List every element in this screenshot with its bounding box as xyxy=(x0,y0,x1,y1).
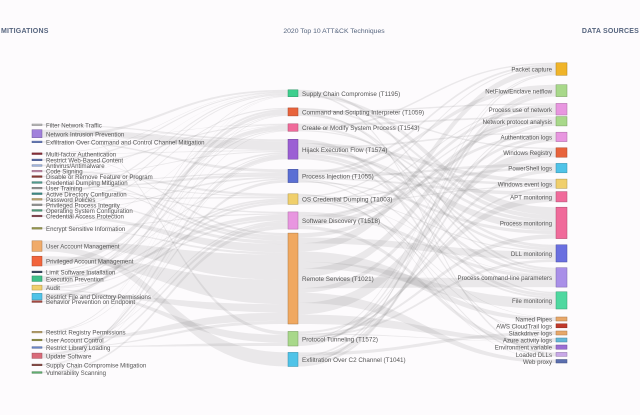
svg-text:Stackdriver logs: Stackdriver logs xyxy=(509,331,552,338)
svg-text:Azure activity logs: Azure activity logs xyxy=(503,338,552,345)
svg-text:Process command-line parameter: Process command-line parameters xyxy=(458,275,553,282)
svg-text:Credential Access Protection: Credential Access Protection xyxy=(46,214,124,221)
svg-text:User Account Management: User Account Management xyxy=(46,244,120,251)
svg-text:Create or Modify System Proces: Create or Modify System Process (T1543) xyxy=(302,125,420,132)
svg-text:Web proxy: Web proxy xyxy=(523,359,553,366)
svg-text:Network Intrusion Prevention: Network Intrusion Prevention xyxy=(46,131,124,138)
svg-text:Behavior Prevention on Endpoin: Behavior Prevention on Endpoint xyxy=(46,299,135,306)
svg-text:Encrypt Sensitive Information: Encrypt Sensitive Information xyxy=(46,226,125,233)
svg-text:Environment variable: Environment variable xyxy=(495,345,553,352)
svg-text:Network protocol analysis: Network protocol analysis xyxy=(483,119,552,126)
svg-text:Supply Chain Compromise Mitiga: Supply Chain Compromise Mitigation xyxy=(46,363,146,370)
svg-text:MITIGATIONS: MITIGATIONS xyxy=(1,28,49,35)
svg-text:Software Discovery (T1518): Software Discovery (T1518) xyxy=(302,218,380,225)
svg-text:User Account Control: User Account Control xyxy=(46,338,104,345)
svg-text:DATA SOURCES: DATA SOURCES xyxy=(582,28,639,35)
svg-text:OS Credential Dumping (T1003): OS Credential Dumping (T1003) xyxy=(302,197,392,204)
svg-text:DLL monitoring: DLL monitoring xyxy=(511,251,552,258)
svg-text:APT monitoring: APT monitoring xyxy=(510,194,552,201)
svg-text:Filter Network Traffic: Filter Network Traffic xyxy=(46,122,102,129)
svg-text:PowerShell logs: PowerShell logs xyxy=(508,166,552,173)
svg-text:Vulnerability Scanning: Vulnerability Scanning xyxy=(46,370,106,377)
svg-text:Protocol Tunneling (T1572): Protocol Tunneling (T1572) xyxy=(302,336,378,343)
svg-text:Process Injection (T1055): Process Injection (T1055) xyxy=(302,174,374,181)
svg-text:Hijack Execution Flow (T1574): Hijack Execution Flow (T1574) xyxy=(302,147,387,154)
svg-text:Command and Scripting Interpre: Command and Scripting Interpreter (T1059… xyxy=(302,110,424,117)
svg-text:AWS CloudTrail logs: AWS CloudTrail logs xyxy=(496,323,552,330)
svg-text:Process use of network: Process use of network xyxy=(489,107,553,114)
svg-text:Update Software: Update Software xyxy=(46,353,92,360)
svg-text:Exfiltration Over C2 Channel (: Exfiltration Over C2 Channel (T1041) xyxy=(302,357,406,364)
svg-text:Windows Registry: Windows Registry xyxy=(503,150,553,157)
svg-text:2020 Top 10 ATT&CK Techniques: 2020 Top 10 ATT&CK Techniques xyxy=(283,28,385,35)
svg-text:Privileged Account Management: Privileged Account Management xyxy=(46,259,134,266)
svg-text:Packet capture: Packet capture xyxy=(511,67,552,74)
svg-text:File monitoring: File monitoring xyxy=(512,298,552,305)
svg-text:Process monitoring: Process monitoring xyxy=(500,221,552,228)
svg-text:Restrict Registry Permissions: Restrict Registry Permissions xyxy=(46,330,126,337)
svg-text:Supply Chain Compromise (T1195: Supply Chain Compromise (T1195) xyxy=(302,91,400,98)
svg-text:NetFlow/Enclave netflow: NetFlow/Enclave netflow xyxy=(485,88,552,95)
svg-text:Restrict Library Loading: Restrict Library Loading xyxy=(46,345,110,352)
svg-text:Authentication logs: Authentication logs xyxy=(501,135,553,142)
svg-text:Windows event logs: Windows event logs xyxy=(498,181,552,188)
svg-text:Audit: Audit xyxy=(46,285,60,292)
svg-text:Exfiltration Over Command and: Exfiltration Over Command and Control Ch… xyxy=(46,140,205,147)
svg-text:Execution Prevention: Execution Prevention xyxy=(46,276,104,283)
svg-text:Remote Services (T1021): Remote Services (T1021) xyxy=(302,276,374,283)
